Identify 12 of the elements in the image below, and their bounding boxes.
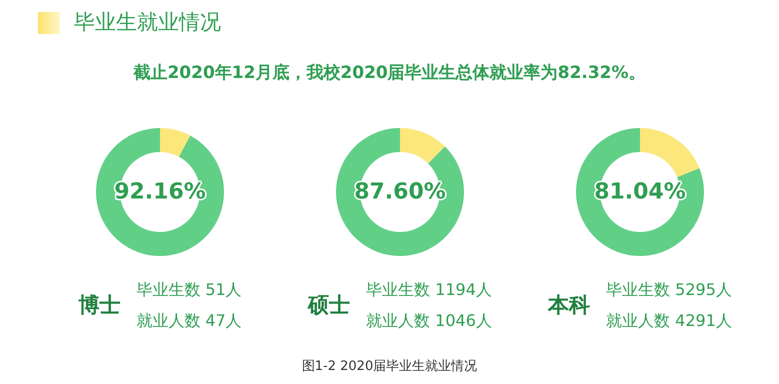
- text: 毕业生数 1194人: [366, 279, 492, 301]
- caption: 图1-2 2020届毕业生就业情况: [300, 358, 478, 375]
- text: 毕业生数 51人: [136, 279, 242, 301]
- text: 截止2020年12月底，我校2020届毕业生总体就业率为82.32%。: [132, 62, 647, 84]
- text: 就业人数 47人: [136, 310, 242, 332]
- text: 博士: [78, 292, 120, 319]
- text: 就业人数 1046人: [366, 310, 492, 332]
- text: 毕业生数 5295人: [606, 279, 732, 301]
- text: 就业人数 4291人: [606, 310, 732, 332]
- text: 毕业生就业情况: [74, 9, 221, 36]
- text: 硕士: [308, 292, 350, 319]
- text: 本科: [548, 292, 590, 319]
